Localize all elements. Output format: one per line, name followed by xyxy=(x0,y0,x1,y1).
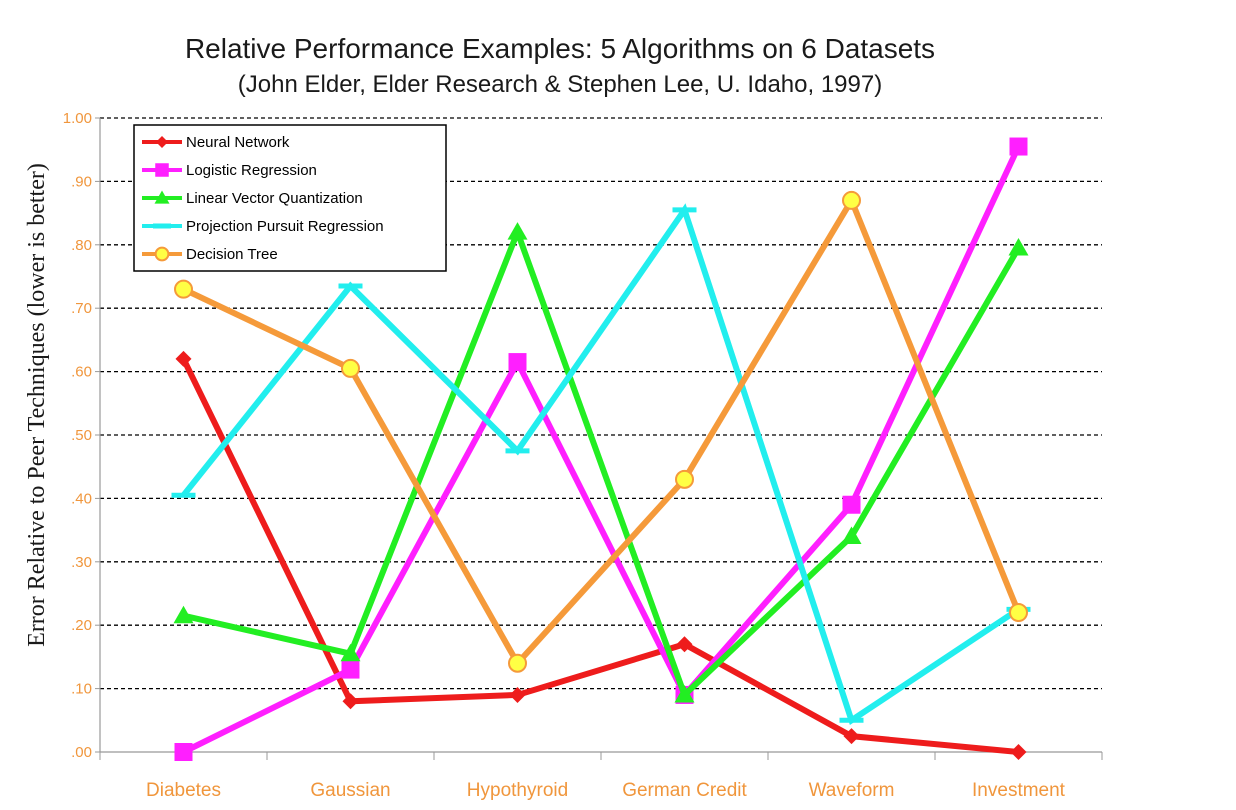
legend-label: Linear Vector Quantization xyxy=(186,190,363,207)
point xyxy=(508,653,527,673)
x-tick-label: Diabetes xyxy=(146,780,221,801)
legend: Neural Network Logistic Regression Linear … xyxy=(133,124,447,272)
x-tick-label: Investment xyxy=(972,780,1066,801)
y-tick-label: .50 xyxy=(71,427,92,444)
series-line xyxy=(182,193,1022,669)
series-group xyxy=(171,137,1031,761)
point xyxy=(175,350,192,367)
point xyxy=(842,190,861,210)
x-tick-label: Hypothyroid xyxy=(467,780,568,801)
series-line xyxy=(181,203,1021,725)
x-tick-label: Gaussian xyxy=(310,780,390,801)
point xyxy=(342,693,359,710)
point xyxy=(509,686,526,703)
y-tick-labels: .00 .10 .20 .30 .40 .50 .60 .70 .80 .90 1.00 xyxy=(63,110,92,761)
point xyxy=(174,743,193,761)
point xyxy=(1008,237,1029,256)
y-axis-label: Error Relative to Peer Techniques (lower… xyxy=(24,163,50,647)
y-tick-label: .60 xyxy=(71,364,92,381)
axes xyxy=(95,117,1103,760)
x-tick-labels: Diabetes Gaussian Hypothyroid German Credit… xyxy=(146,780,1066,801)
legend-item: Logistic Regression xyxy=(142,162,317,179)
chart-subtitle: (John Elder, Elder Research & Stephen Le… xyxy=(238,71,882,98)
point xyxy=(1009,603,1028,623)
x-tick-label: German Credit xyxy=(622,780,747,801)
y-tick-label: .20 xyxy=(71,617,92,634)
legend-label: Neural Network xyxy=(186,134,290,151)
series-line xyxy=(180,357,1019,755)
point xyxy=(842,495,861,514)
point xyxy=(841,526,862,544)
chart-title: Relative Performance Examples: 5 Algorit… xyxy=(185,33,935,64)
point xyxy=(156,136,168,148)
legend-item: Linear Vector Quantization xyxy=(142,190,363,207)
point xyxy=(340,643,361,662)
point xyxy=(341,660,360,679)
legend-item: Decision Tree xyxy=(142,246,278,263)
point xyxy=(1010,744,1027,760)
legend-label: Logistic Regression xyxy=(186,162,317,179)
point xyxy=(174,279,193,299)
y-tick-label: .70 xyxy=(71,300,92,317)
legend-box xyxy=(133,124,447,272)
y-tick-label: .40 xyxy=(71,490,92,507)
y-tick-label: 1.00 xyxy=(63,110,92,127)
y-tick-label: .00 xyxy=(71,744,92,761)
y-tick-label: .10 xyxy=(71,681,92,698)
grid xyxy=(100,117,1102,690)
legend-label: Projection Pursuit Regression xyxy=(186,218,384,235)
series-projection-pursuit-regression xyxy=(171,203,1031,725)
series-neural-network xyxy=(175,350,1027,760)
point xyxy=(154,190,170,204)
point xyxy=(155,163,169,177)
series-linear-vector-quantization xyxy=(173,222,1029,703)
point xyxy=(507,222,528,240)
point xyxy=(674,684,695,703)
legend-label: Decision Tree xyxy=(186,246,278,263)
legend-item: Neural Network xyxy=(142,134,290,151)
series-line xyxy=(182,145,1022,755)
point xyxy=(154,246,170,262)
series-decision-tree xyxy=(174,190,1028,673)
point xyxy=(1009,137,1028,156)
point xyxy=(676,636,693,653)
y-tick-label: .30 xyxy=(71,554,92,571)
point xyxy=(341,358,360,378)
y-tick-label: .90 xyxy=(71,173,92,190)
y-tick-label: .80 xyxy=(71,237,92,254)
legend-item: Projection Pursuit Regression xyxy=(142,218,384,235)
point xyxy=(843,728,860,745)
series-line xyxy=(182,223,1022,701)
point xyxy=(675,469,694,489)
x-tick-label: Waveform xyxy=(809,780,895,801)
point xyxy=(508,353,527,372)
point xyxy=(173,605,194,624)
